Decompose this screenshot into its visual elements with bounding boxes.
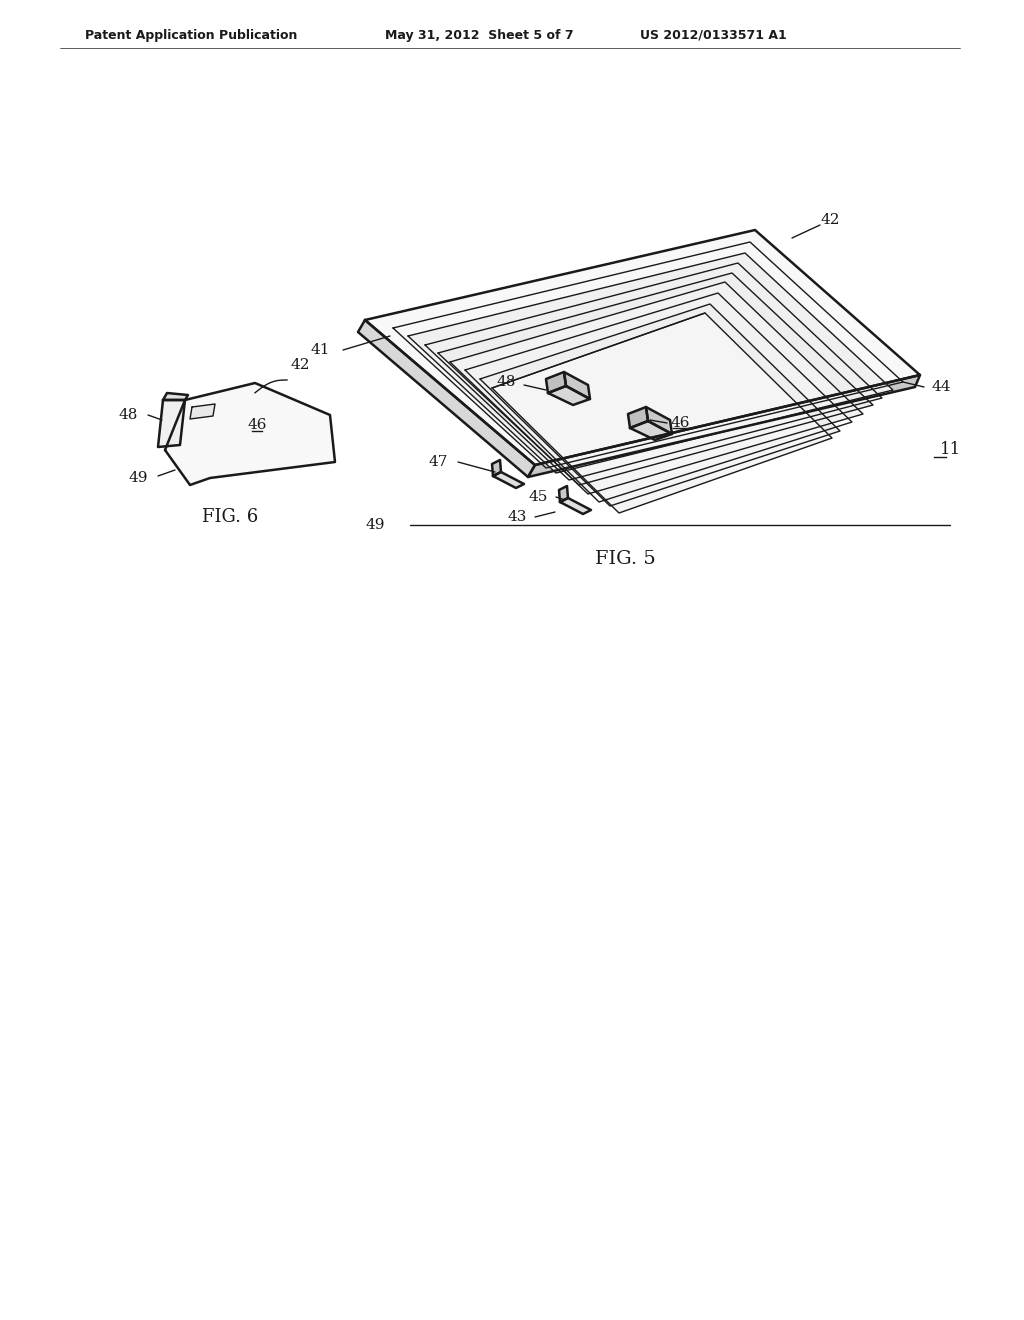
Text: 45: 45 [528,490,548,504]
Text: 48: 48 [497,375,516,389]
Text: FIG. 5: FIG. 5 [595,550,655,568]
Text: Patent Application Publication: Patent Application Publication [85,29,297,41]
Text: May 31, 2012  Sheet 5 of 7: May 31, 2012 Sheet 5 of 7 [385,29,573,41]
Polygon shape [646,407,672,434]
Text: 46: 46 [247,418,266,432]
Text: 42: 42 [820,213,840,227]
Text: 44: 44 [932,380,951,393]
Text: 11: 11 [940,441,962,458]
Polygon shape [560,498,591,513]
Polygon shape [165,383,335,484]
Text: 41: 41 [310,343,330,356]
Polygon shape [408,253,893,473]
Polygon shape [559,486,568,502]
Polygon shape [628,407,648,428]
Text: 46: 46 [671,416,690,430]
Polygon shape [190,404,215,418]
Polygon shape [158,400,185,447]
Polygon shape [492,459,501,477]
Text: FIG. 6: FIG. 6 [202,508,258,525]
Polygon shape [163,393,188,400]
Text: 48: 48 [119,408,138,422]
Polygon shape [450,282,863,494]
Polygon shape [492,313,831,513]
Text: 49: 49 [128,471,148,484]
Polygon shape [630,421,672,440]
Polygon shape [480,304,840,506]
Polygon shape [546,372,566,393]
Polygon shape [564,372,590,399]
Polygon shape [528,375,920,477]
Polygon shape [548,385,590,405]
Text: 49: 49 [366,517,385,532]
Text: US 2012/0133571 A1: US 2012/0133571 A1 [640,29,786,41]
Text: 42: 42 [290,358,309,372]
Text: 47: 47 [429,455,449,469]
Polygon shape [358,319,535,477]
Polygon shape [493,473,524,488]
Polygon shape [365,230,920,465]
Polygon shape [438,273,873,484]
Text: 43: 43 [508,510,527,524]
